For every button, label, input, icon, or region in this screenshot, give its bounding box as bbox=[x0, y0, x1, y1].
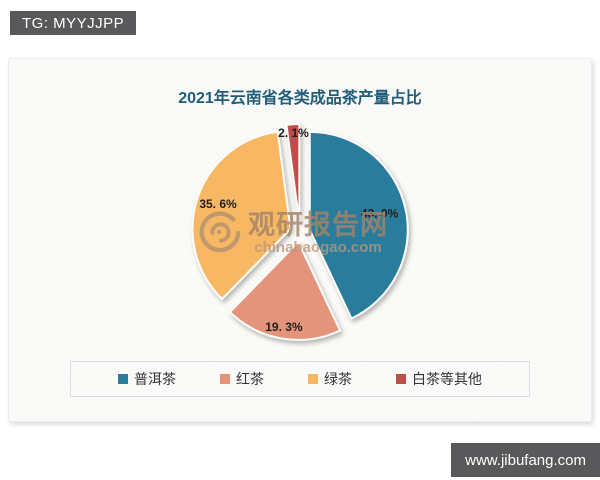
pie-slice-labels: 43. 0% 19. 3% 35. 6% 2. 1% bbox=[199, 126, 398, 334]
legend-label: 白茶等其他 bbox=[412, 371, 482, 387]
legend-item-白茶等其他: 白茶等其他 bbox=[396, 369, 482, 389]
pie-value-label: 2. 1% bbox=[278, 126, 309, 140]
pie-value-label: 19. 3% bbox=[265, 320, 303, 334]
pie-value-label: 35. 6% bbox=[199, 197, 237, 211]
legend-swatch-icon bbox=[308, 374, 318, 384]
legend-swatch-icon bbox=[396, 374, 406, 384]
legend-swatch-icon bbox=[118, 374, 128, 384]
channel-tag-bar: TG: MYYJJPP bbox=[10, 11, 137, 35]
pie-slice-绿茶 bbox=[191, 130, 292, 301]
legend-label: 普洱茶 bbox=[134, 371, 176, 387]
channel-tag-text: TG: MYYJJPP bbox=[22, 14, 125, 32]
pie-slice-白茶等其他 bbox=[285, 123, 301, 224]
legend-label: 绿茶 bbox=[324, 371, 352, 387]
pie-slices bbox=[191, 123, 409, 341]
pie-slice-红茶 bbox=[228, 240, 342, 341]
legend-swatch-icon bbox=[220, 374, 230, 384]
legend-label: 红茶 bbox=[236, 371, 264, 387]
pie-slice-普洱茶 bbox=[308, 130, 409, 320]
legend-item-绿茶: 绿茶 bbox=[308, 369, 352, 389]
legend-item-红茶: 红茶 bbox=[220, 369, 264, 389]
chart-legend: 普洱茶 红茶 绿茶 白茶等其他 bbox=[70, 361, 530, 397]
pie-value-label: 43. 0% bbox=[361, 206, 399, 220]
chart-title: 2021年云南省各类成品茶产量占比 bbox=[178, 90, 422, 107]
source-url-text: www.jibufang.com bbox=[465, 451, 586, 469]
source-url-bar: www.jibufang.com bbox=[451, 443, 600, 477]
legend-item-普洱茶: 普洱茶 bbox=[118, 369, 176, 389]
